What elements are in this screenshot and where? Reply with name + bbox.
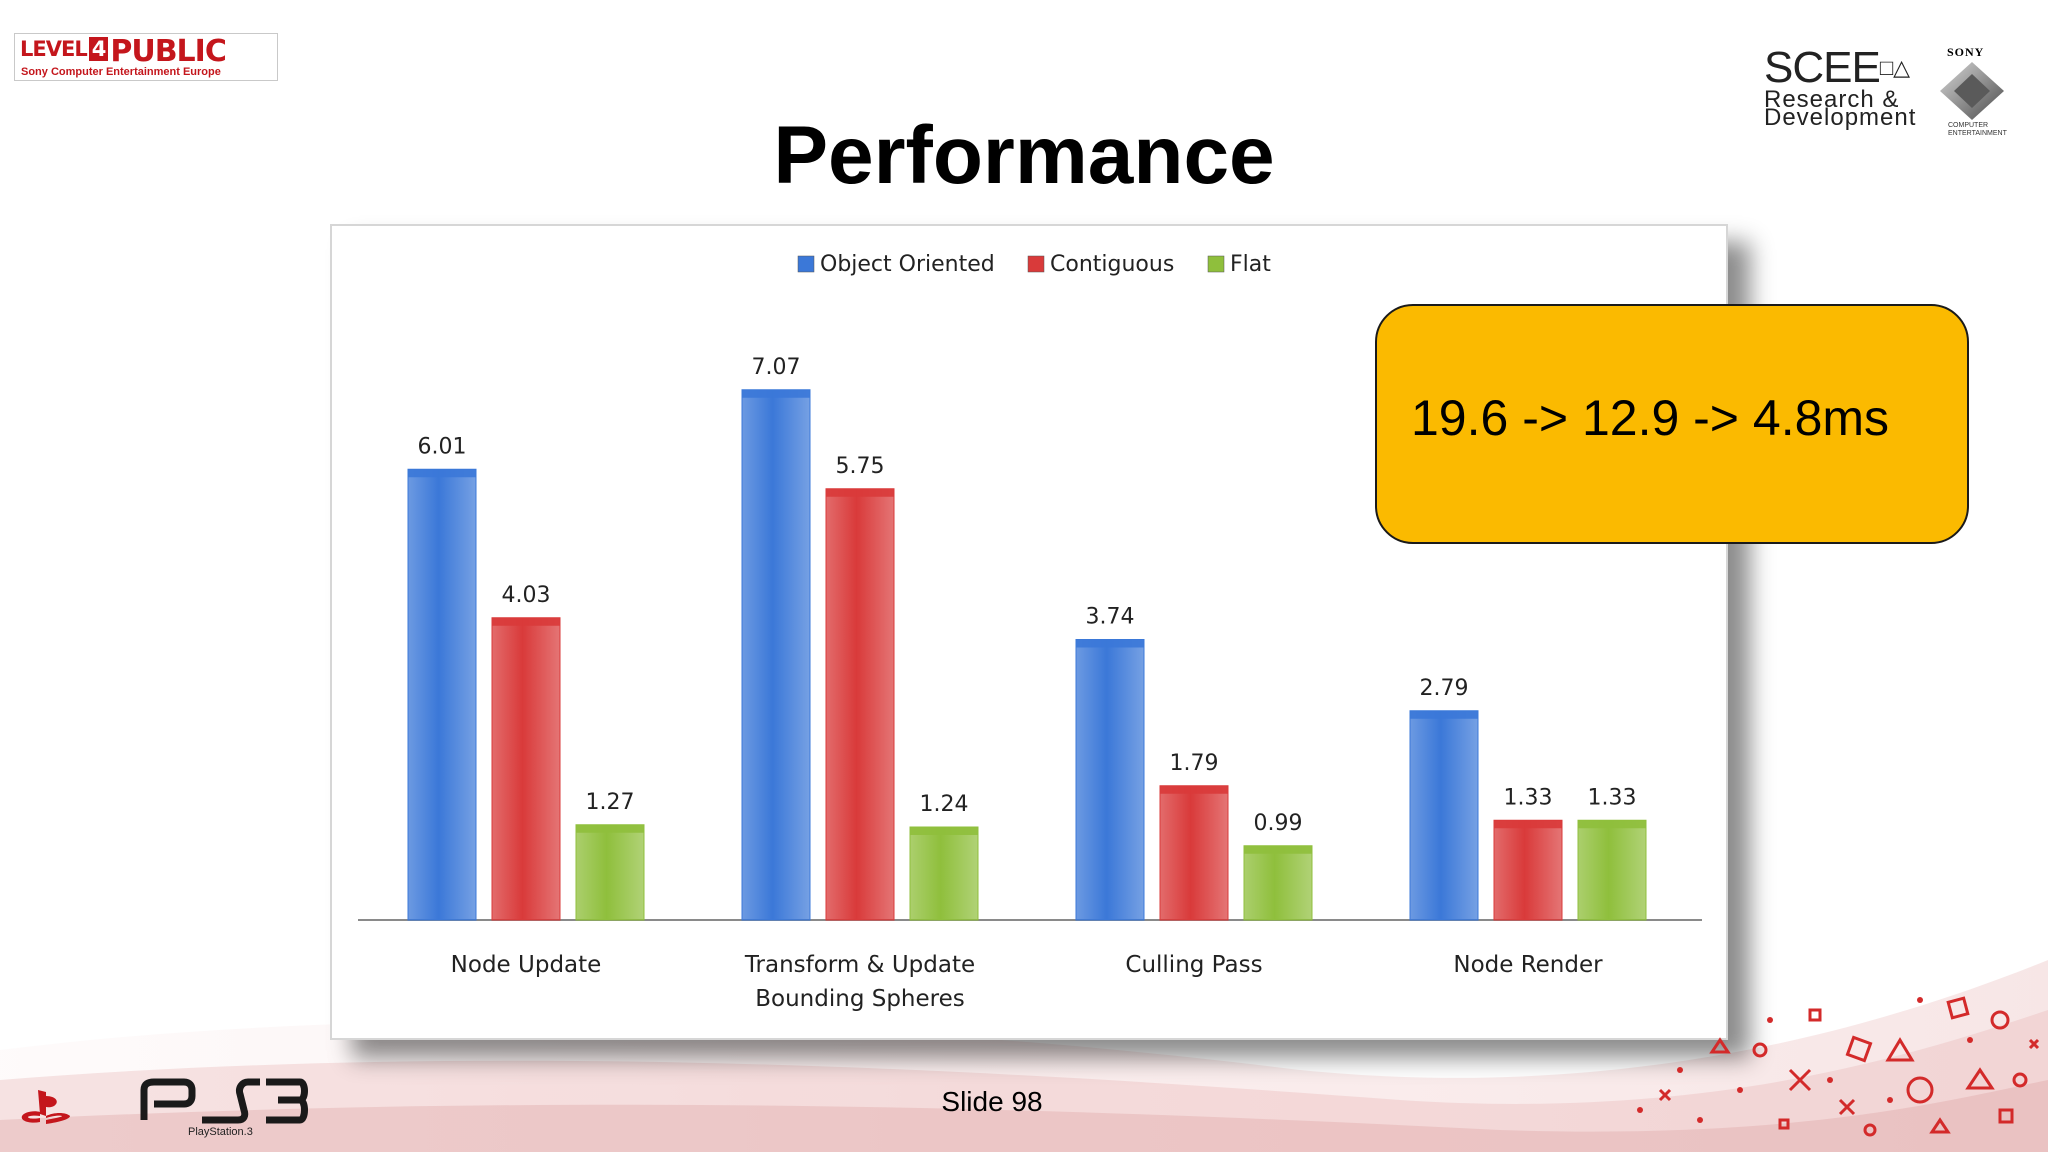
sony-caption-line2: ENTERTAINMENT (1948, 130, 2007, 137)
badge-title: LEVEL 4 PUBLIC (20, 34, 227, 69)
bar-cap-1-1 (826, 488, 894, 497)
badge-public: PUBLIC (110, 34, 227, 69)
data-label: 1.27 (586, 790, 635, 815)
category-tick-label: Culling Pass (1125, 952, 1262, 978)
bar-contiguous-2 (1159, 785, 1229, 921)
data-label: 1.33 (1504, 785, 1553, 810)
sony-caption-line1: COMPUTER (1948, 122, 1989, 129)
data-label: 0.99 (1254, 811, 1303, 836)
scee-text: SCEE (1764, 43, 1881, 92)
legend-label: Object Oriented (820, 252, 995, 277)
bar-cap-0-2 (1076, 639, 1144, 648)
bar-cap-2-2 (1244, 845, 1312, 854)
bar-contiguous-1 (825, 488, 895, 921)
legend-label: Contiguous (1050, 252, 1174, 277)
category-tick-label: Node Update (451, 952, 602, 978)
sony-caption: COMPUTER ENTERTAINMENT (1948, 122, 2007, 138)
playstation-logo-icon (21, 1090, 70, 1124)
slide-number: Slide 98 (941, 1086, 1043, 1117)
sony-diamond-icon (1940, 62, 2004, 120)
bar-flat-2 (1243, 845, 1313, 921)
category-tick-label: Transform & Update (744, 952, 975, 978)
legend-swatch-2 (1207, 255, 1225, 273)
bar-cap-2-1 (910, 827, 978, 835)
badge-number: 4 (88, 37, 109, 61)
bar-cap-0-3 (1410, 710, 1478, 719)
scee-logo: SCEE□△ Research & Development (1764, 43, 1924, 131)
bar-cap-2-0 (576, 824, 644, 833)
ps3-logo-icon (140, 1078, 308, 1124)
bar-flat-3 (1577, 819, 1647, 921)
data-label: 1.33 (1588, 785, 1637, 810)
bar-cap-1-0 (492, 617, 560, 626)
bar-contiguous-3 (1493, 819, 1563, 921)
bar-cap-2-3 (1578, 820, 1646, 829)
bar-cap-1-3 (1494, 820, 1562, 829)
bar-cap-0-1 (742, 389, 810, 398)
bar-object-oriented-3 (1409, 710, 1479, 921)
bar-object-oriented-1 (741, 389, 811, 921)
data-label: 4.03 (502, 583, 551, 608)
bar-cap-1-2 (1160, 785, 1228, 794)
data-label: 6.01 (418, 434, 467, 459)
legend-swatch-0 (797, 255, 815, 273)
sony-wordmark: SONY (1947, 45, 1985, 59)
data-label: 5.75 (836, 454, 885, 479)
bar-object-oriented-2 (1075, 639, 1145, 921)
ps3-caption: PlayStation.3 (188, 1126, 253, 1138)
data-label: 7.07 (752, 355, 801, 380)
callout-text: 19.6 -> 12.9 -> 4.8ms (1411, 390, 1890, 446)
bar-contiguous-0 (491, 617, 561, 921)
page-title: Performance (773, 110, 1275, 201)
data-label: 2.79 (1420, 676, 1469, 701)
legend-swatch-1 (1027, 255, 1045, 273)
scee-line1: Research & (1764, 86, 1900, 113)
scee-line2: Development (1764, 104, 1917, 131)
category-tick-label: Node Render (1453, 952, 1603, 978)
badge-level: LEVEL (20, 37, 88, 61)
bar-object-oriented-0 (407, 468, 477, 921)
bar-flat-1 (909, 826, 979, 921)
legend-label: Flat (1230, 252, 1271, 277)
playstation-shapes-icon: □△ (1879, 55, 1911, 80)
badge-subtitle: Sony Computer Entertainment Europe (21, 66, 221, 78)
data-label: 3.74 (1086, 605, 1135, 630)
level-4-public-badge: LEVEL 4 PUBLIC Sony Computer Entertainment… (14, 33, 278, 81)
bar-flat-0 (575, 824, 645, 921)
bar-cap-0-0 (408, 469, 476, 478)
data-label: 1.24 (920, 792, 969, 817)
data-label: 1.79 (1170, 751, 1219, 776)
playstation-symbols-decoration (1637, 996, 2040, 1137)
bar-chart: 6.01 4.03 1.27 Node Update 7.07 5.75 1.24 Trans… (358, 252, 1702, 1012)
timing-callout: 19.6 -> 12.9 -> 4.8ms (1375, 304, 1969, 544)
category-tick-label: Bounding Spheres (755, 986, 965, 1012)
